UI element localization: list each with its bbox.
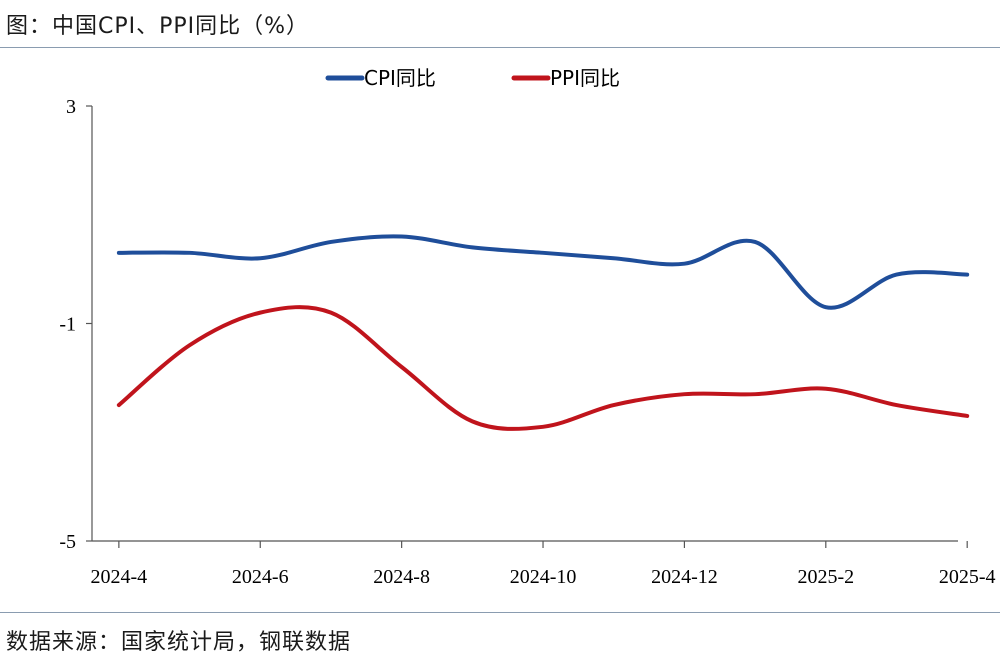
legend-label: PPI同比 — [550, 66, 620, 90]
chart-axes: 3 -1 -5 2024-4 2024-6 2024-8 2024-10 2024-12 202… — [59, 96, 995, 588]
series-line-cpi — [116, 234, 970, 310]
x-tick-label: 2024-6 — [232, 566, 289, 588]
legend-label: CPI同比 — [364, 66, 436, 90]
x-tick-label: 2024-4 — [91, 566, 148, 588]
chart-legend: CPI同比 PPI同比 — [325, 66, 620, 90]
x-tick-label: 2024-10 — [510, 566, 577, 588]
x-tick-label: 2025-4 — [939, 566, 996, 588]
chart-series — [116, 234, 970, 431]
y-tick-label: -1 — [59, 314, 76, 336]
top-divider — [0, 47, 1000, 48]
bottom-divider — [0, 612, 1000, 613]
y-tick-label: -5 — [59, 531, 76, 553]
y-tick-label: 3 — [66, 96, 76, 118]
x-tick-label: 2025-2 — [797, 566, 854, 588]
figure-title: 图：中国CPI、PPI同比（%） — [6, 14, 310, 39]
figure-source: 数据来源：国家统计局，钢联数据 — [6, 630, 352, 655]
x-tick-label: 2024-8 — [373, 566, 430, 588]
x-tick-label: 2024-12 — [651, 566, 718, 588]
series-line-ppi — [116, 305, 970, 431]
